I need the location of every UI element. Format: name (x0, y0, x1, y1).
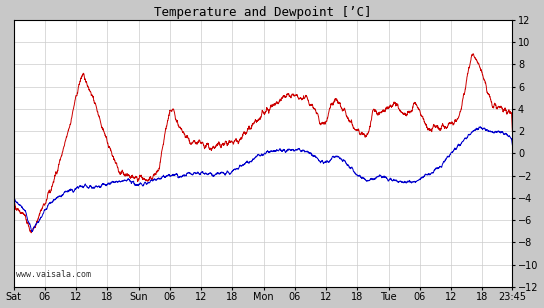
Title: Temperature and Dewpoint [’C]: Temperature and Dewpoint [’C] (154, 6, 372, 18)
Text: www.vaisala.com: www.vaisala.com (16, 270, 91, 279)
